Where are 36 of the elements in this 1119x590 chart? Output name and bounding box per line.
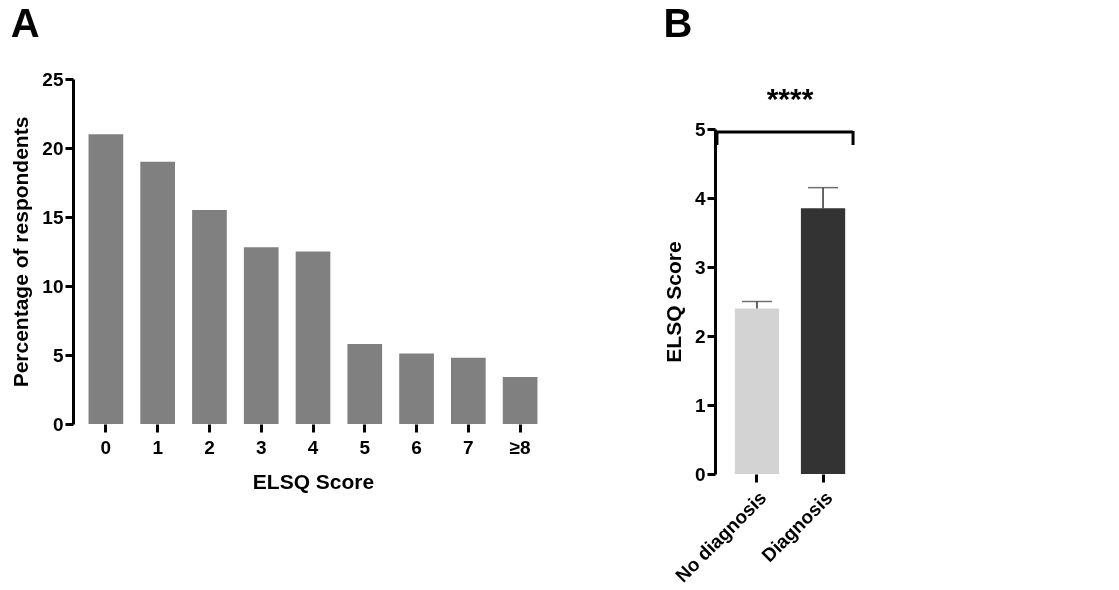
y-tick-label: 4 [694,187,706,209]
y-axis-title: ELSQ Score [661,241,685,363]
y-tick-label: 10 [42,275,64,297]
y-tick-label: 3 [694,256,706,278]
x-tick-label: 5 [359,436,371,458]
x-tick-label: 1 [152,436,164,458]
y-tick-label: 2 [694,325,706,347]
bar [192,210,227,424]
bar [502,377,538,424]
bar [347,343,383,424]
x-tick-label: 6 [411,436,422,458]
chart-title: A [10,1,40,45]
y-tick-label: 0 [52,413,64,435]
bar [140,161,176,424]
x-tick-label: 4 [307,436,319,458]
x-tick-label: 7 [463,436,474,458]
y-tick-label: 0 [694,463,706,485]
y-tick-label: 5 [694,118,706,140]
y-tick-label: 20 [42,137,64,159]
x-tick-label: 2 [204,436,215,458]
y-tick-label: 1 [694,394,706,416]
bar [450,357,486,424]
bar [243,247,279,424]
bar [295,251,331,424]
y-axis-title: Percentage of respondents [9,116,33,388]
x-tick-label: 0 [100,436,112,458]
x-axis-title: ELSQ Score [252,469,375,493]
bar [399,353,434,424]
y-tick-label: 25 [42,68,64,90]
x-tick-label: 3 [255,436,267,458]
y-tick-label: 15 [42,206,64,228]
chart-title: B [663,1,693,45]
text: **** [766,82,814,115]
x-tick-label: ≥8 [509,436,531,458]
bar [88,134,124,424]
y-tick-label: 5 [52,344,64,366]
